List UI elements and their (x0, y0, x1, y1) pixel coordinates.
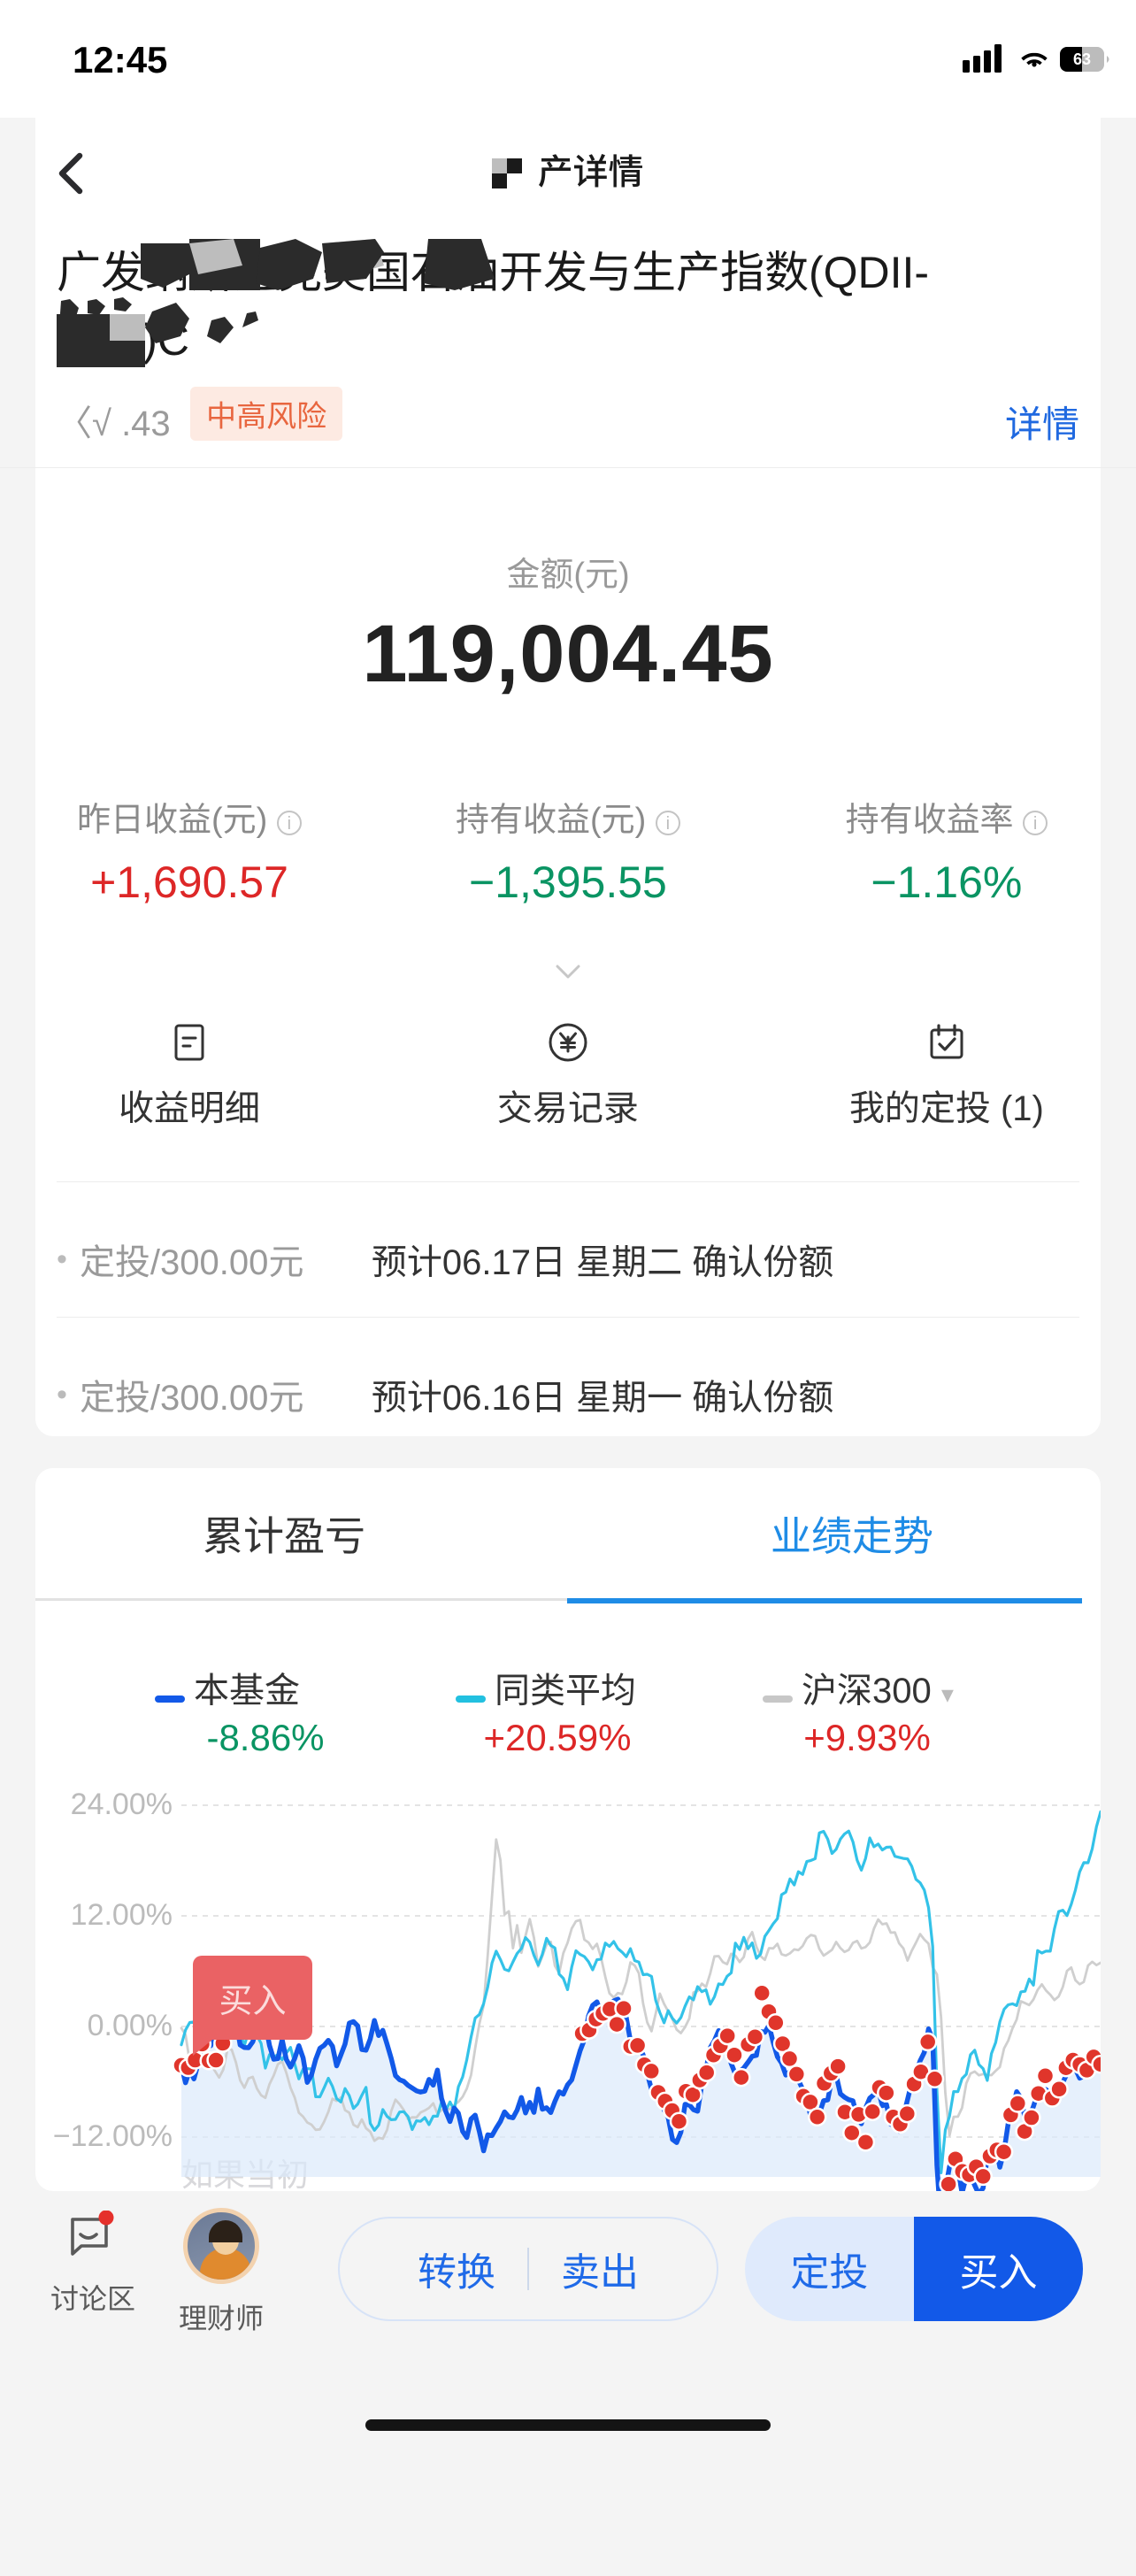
svg-text:63: 63 (1073, 50, 1091, 68)
svg-text:24.00%: 24.00% (71, 1788, 173, 1821)
svg-text:0.00%: 0.00% (88, 2009, 173, 2042)
svg-text:12.00%: 12.00% (71, 1898, 173, 1932)
svg-text:−12.00%: −12.00% (53, 2119, 173, 2153)
